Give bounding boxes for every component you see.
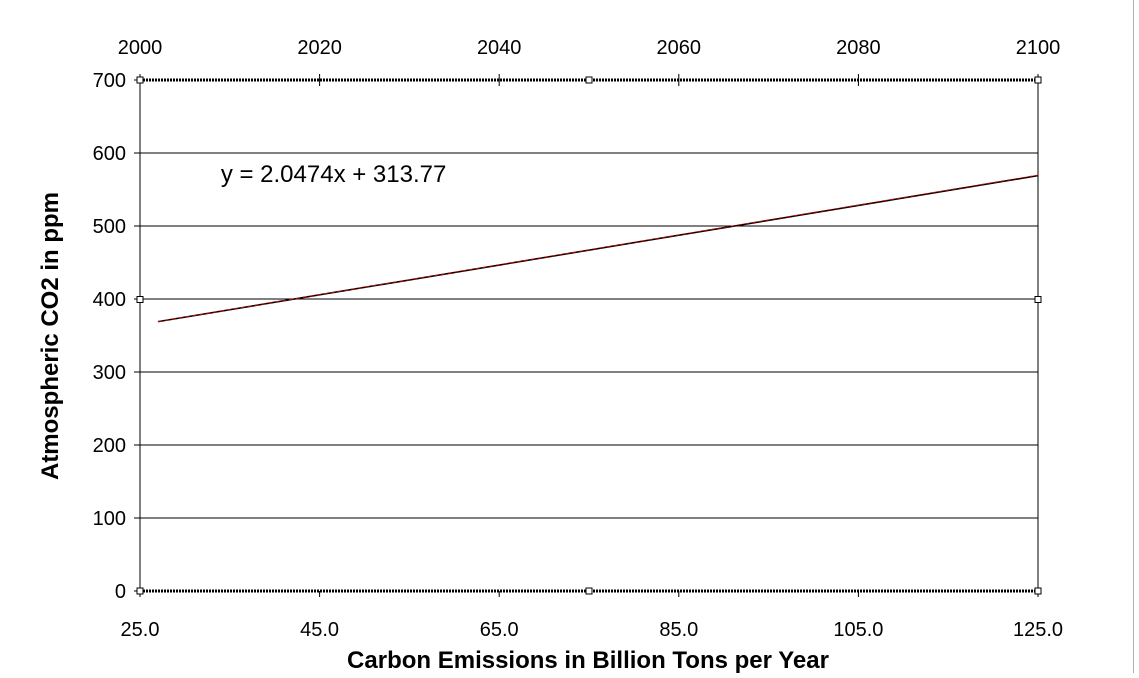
- selection-handle[interactable]: [585, 587, 593, 595]
- selection-handle[interactable]: [136, 76, 144, 84]
- selection-handle[interactable]: [1034, 587, 1042, 595]
- y-axis-ticks: 0 100 200 300 400 500 600 700: [93, 70, 140, 603]
- secondary-x-tick-label: 2020: [297, 37, 342, 59]
- x-axis-ticks: 25.0 45.0 65.0 85.0 105.0 125.0: [121, 591, 1063, 641]
- selection-handle[interactable]: [136, 296, 144, 303]
- secondary-x-tick-label: 2100: [1016, 37, 1061, 59]
- window-edge: [1133, 0, 1134, 673]
- y-tick-label: 600: [93, 143, 126, 165]
- y-tick-label: 400: [93, 289, 126, 311]
- x-tick-label: 45.0: [300, 619, 339, 641]
- selection-handle[interactable]: [136, 587, 144, 595]
- plot-frame: [139, 78, 1039, 593]
- gridlines: [140, 152, 1038, 519]
- secondary-x-tick-label: 2060: [657, 37, 702, 59]
- x-tick-label: 65.0: [480, 619, 519, 641]
- y-tick-label: 200: [93, 435, 126, 457]
- secondary-x-tick-label: 2040: [477, 37, 522, 59]
- trendline-equation: y = 2.0474x + 313.77: [221, 161, 447, 188]
- x-tick-label: 85.0: [659, 619, 698, 641]
- y-tick-label: 100: [93, 508, 126, 530]
- x-axis-title: Carbon Emissions in Billion Tons per Yea…: [347, 647, 829, 673]
- y-axis-title: Atmospheric CO2 in ppm: [37, 192, 64, 480]
- selection-handle[interactable]: [1034, 296, 1042, 303]
- y-tick-label: 500: [93, 216, 126, 238]
- secondary-x-tick-label: 2080: [836, 37, 881, 59]
- secondary-x-tick-label: 2000: [118, 37, 163, 59]
- trendline: [157, 174, 1039, 323]
- y-tick-label: 0: [115, 581, 126, 603]
- x-tick-label: 125.0: [1013, 619, 1063, 641]
- selection-handle[interactable]: [1034, 76, 1042, 84]
- selection-handle[interactable]: [585, 76, 593, 84]
- series-layer: [157, 174, 1039, 323]
- x-tick-label: 25.0: [121, 619, 160, 641]
- secondary-x-axis-ticks: 2000 2020 2040 2060 2080 2100: [118, 37, 1061, 86]
- y-tick-label: 300: [93, 362, 126, 384]
- selection-handles[interactable]: [136, 76, 1042, 595]
- y-tick-label: 700: [93, 70, 126, 92]
- x-tick-label: 105.0: [833, 619, 883, 641]
